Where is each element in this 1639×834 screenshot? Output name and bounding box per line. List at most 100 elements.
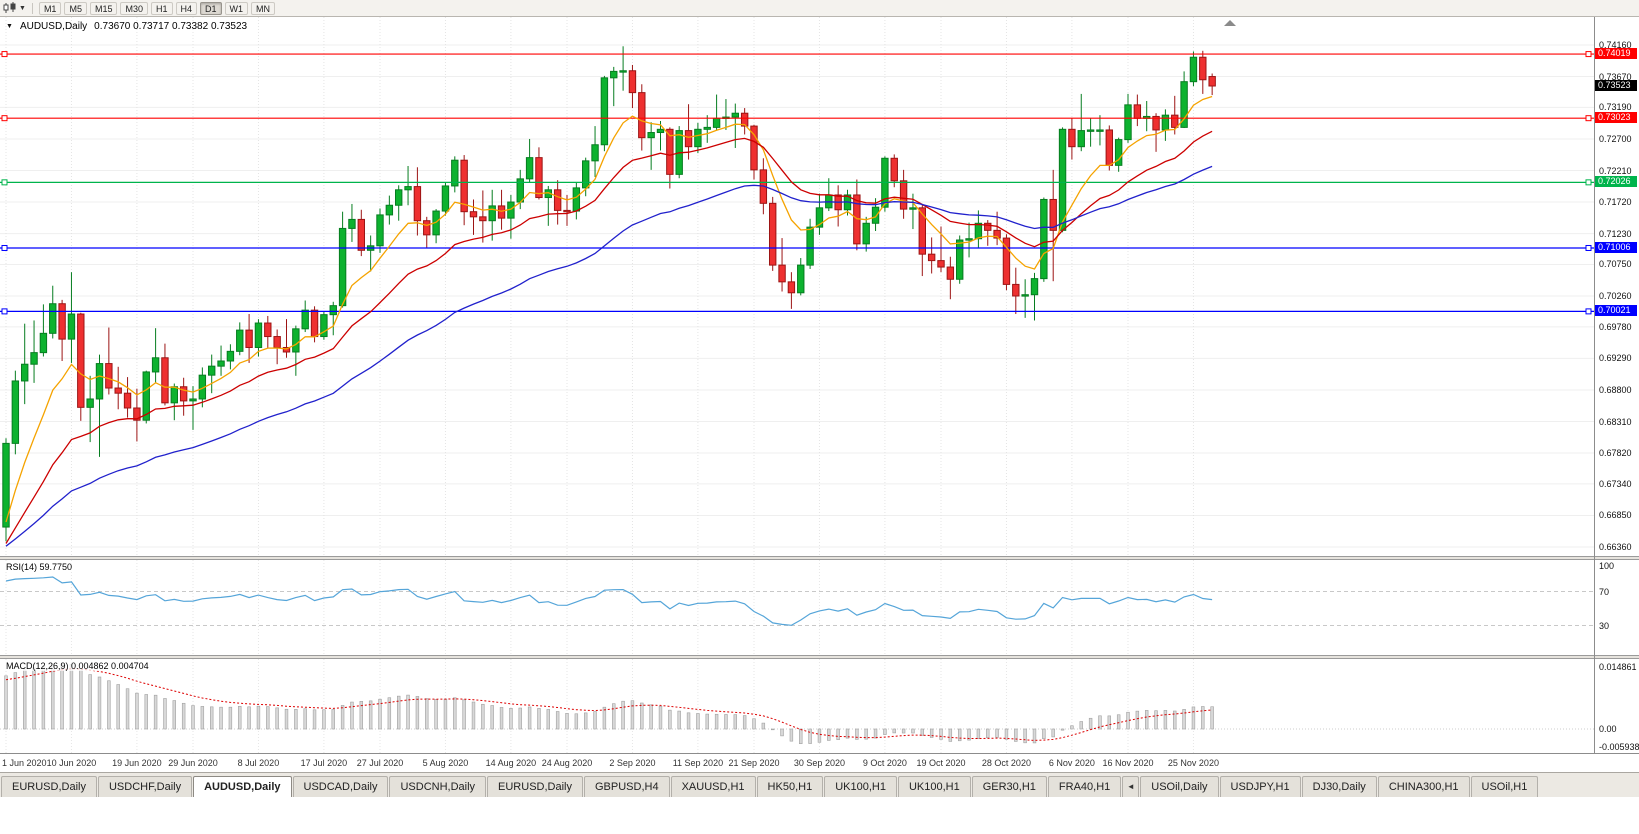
macd-panel[interactable]: MACD(12,26,9) 0.004862 0.004704 xyxy=(0,659,1594,753)
line-handle[interactable] xyxy=(1,308,8,315)
date-tick-label: 10 Jun 2020 xyxy=(46,758,97,768)
date-tick-label: 1 Jun 2020 xyxy=(2,758,47,768)
line-handle[interactable] xyxy=(1585,244,1592,251)
chart-tab-17-china300-h1[interactable]: CHINA300,H1 xyxy=(1377,776,1470,797)
price-tick-label: 0.71230 xyxy=(1599,228,1632,239)
macd-histogram xyxy=(4,663,1214,745)
timeframe-button-m5[interactable]: M5 xyxy=(64,1,87,15)
ma-fast-line xyxy=(5,95,1213,523)
line-handle[interactable] xyxy=(1,244,8,251)
chart-tab-10-uk100-h1[interactable]: UK100,H1 xyxy=(897,776,971,797)
timeframe-button-mn[interactable]: MN xyxy=(251,1,276,15)
chart-shift-marker-icon[interactable] xyxy=(1224,20,1236,26)
rsi-panel[interactable]: RSI(14) 59.7750 xyxy=(0,560,1594,655)
timeframe-button-m1[interactable]: M1 xyxy=(38,1,62,15)
rsi-label: RSI(14) 59.7750 xyxy=(4,562,75,572)
line-handle[interactable] xyxy=(1,51,8,58)
macd-tick-label: -0.005938 xyxy=(1599,742,1639,752)
chart-tab-4-usdcnh-daily[interactable]: USDCNH,Daily xyxy=(389,776,487,797)
panel-divider[interactable] xyxy=(0,655,1639,659)
chart-tab-0-eurusd-daily[interactable]: EURUSD,Daily xyxy=(1,776,97,797)
date-tick-label: 8 Jul 2020 xyxy=(237,758,280,768)
chart-ohlc-values: 0.73670 0.73717 0.73382 0.73523 xyxy=(94,21,248,32)
timeframe-group: M1 M5 M15 M30 H1 H4 D1 W1 MN xyxy=(38,1,278,15)
timeframe-button-w1[interactable]: W1 xyxy=(224,1,249,15)
price-axis[interactable]: 0.74160 0.73670 0.73190 0.72700 0.72210 0.717… xyxy=(1595,17,1639,556)
date-tick-label: 11 Sep 2020 xyxy=(672,758,724,768)
rsi-tick-label: 100 xyxy=(1599,561,1615,571)
status-area xyxy=(0,797,1639,834)
chart-tab-3-usdcad-daily[interactable]: USDCAD,Daily xyxy=(292,776,389,797)
panel-divider[interactable] xyxy=(0,556,1639,560)
line-handle[interactable] xyxy=(1585,115,1592,122)
chart-tab-6-gbpusd-h4[interactable]: GBPUSD,H4 xyxy=(584,776,670,797)
chart-title: ▼ AUDUSD,Daily 0.73670 0.73717 0.73382 0… xyxy=(6,21,247,32)
tab-scroll-left-button[interactable]: ◄ xyxy=(1122,776,1140,797)
date-tick-label: 16 Nov 2020 xyxy=(1102,758,1154,768)
date-tick-label: 14 Aug 2020 xyxy=(485,758,537,768)
candlestick-chart-icon[interactable] xyxy=(3,2,17,14)
line-handle[interactable] xyxy=(1585,308,1592,315)
timeframe-button-h4[interactable]: H4 xyxy=(175,1,198,15)
chart-tab-16-dj30-daily[interactable]: DJ30,Daily xyxy=(1301,776,1377,797)
price-tick-label: 0.68310 xyxy=(1599,416,1632,427)
chart-tab-11-ger30-h1[interactable]: GER30,H1 xyxy=(971,776,1047,797)
price-tick-label: 0.72700 xyxy=(1599,133,1632,144)
macd-tick-label: 0.014861 xyxy=(1599,661,1637,672)
price-chart[interactable] xyxy=(0,17,1594,556)
rsi-tick-label: 70 xyxy=(1599,586,1610,597)
line-handle[interactable] xyxy=(1585,179,1592,186)
timeframe-button-m15[interactable]: M15 xyxy=(89,1,118,15)
rsi-axis[interactable]: 100 70 30 xyxy=(1595,560,1639,655)
chart-tab-8-hk50-h1[interactable]: HK50,H1 xyxy=(756,776,824,797)
hline-price-tag: 0.73023 xyxy=(1595,112,1637,124)
line-handle[interactable] xyxy=(1,115,8,122)
macd-chart[interactable] xyxy=(0,659,1594,753)
collapse-marker-icon[interactable]: ▼ xyxy=(6,22,13,30)
date-tick-label: 24 Aug 2020 xyxy=(541,758,593,768)
chart-tab-5-eurusd-daily[interactable]: EURUSD,Daily xyxy=(487,776,583,797)
rsi-line xyxy=(5,576,1213,626)
timeframe-button-d1[interactable]: D1 xyxy=(200,1,222,15)
price-tick-label: 0.70750 xyxy=(1599,259,1632,270)
price-tick-label: 0.66850 xyxy=(1599,510,1632,521)
price-tick-label: 0.72210 xyxy=(1599,165,1632,176)
chart-tab-15-usdjpy-h1[interactable]: USDJPY,H1 xyxy=(1219,776,1301,797)
chart-tab-12-fra40-h1[interactable]: FRA40,H1 xyxy=(1047,776,1122,797)
date-tick-label: 17 Jul 2020 xyxy=(300,758,348,768)
date-tick-label: 29 Jun 2020 xyxy=(168,758,218,768)
chart-tab-bar: EURUSD,Daily USDCHF,Daily AUDUSD,Daily USDC… xyxy=(0,772,1639,797)
date-axis[interactable]: 1 Jun 2020 10 Jun 2020 19 Jun 2020 29 Jun 2… xyxy=(0,753,1639,772)
date-tick-label: 5 Aug 2020 xyxy=(422,758,469,768)
candlesticks xyxy=(2,46,1216,542)
rsi-chart[interactable] xyxy=(0,560,1594,655)
price-tick-label: 0.71720 xyxy=(1599,197,1632,208)
axis-separator xyxy=(1594,17,1595,753)
chart-tab-14-usoil-daily[interactable]: USOil,Daily xyxy=(1140,776,1219,797)
hline-price-tag: 0.70021 xyxy=(1595,305,1637,317)
price-tick-label: 0.69290 xyxy=(1599,353,1632,364)
timeframe-button-m30[interactable]: M30 xyxy=(120,1,148,15)
chart-tab-1-usdchf-daily[interactable]: USDCHF,Daily xyxy=(97,776,193,797)
price-tick-label: 0.67340 xyxy=(1599,478,1632,489)
date-tick-label: 2 Sep 2020 xyxy=(609,758,656,768)
ma-slow-line xyxy=(5,165,1213,547)
price-tick-label: 0.73670 xyxy=(1599,71,1632,82)
macd-signal-line xyxy=(5,668,1213,741)
main-chart-panel[interactable]: ▼ AUDUSD,Daily 0.73670 0.73717 0.73382 0… xyxy=(0,17,1594,556)
chart-symbol-label: AUDUSD,Daily xyxy=(19,21,88,32)
date-tick-label: 28 Oct 2020 xyxy=(981,758,1031,768)
chart-tab-7-xauusd-h1[interactable]: XAUUSD,H1 xyxy=(670,776,756,797)
line-handle[interactable] xyxy=(1,179,8,186)
chart-tab-18-usoil-h1[interactable]: USOil,H1 xyxy=(1470,776,1539,797)
macd-axis[interactable]: 0.014861 0.00 -0.005938 xyxy=(1595,659,1639,753)
hline-price-tag: 0.74019 xyxy=(1595,48,1637,60)
chart-tab-9-uk100-h1[interactable]: UK100,H1 xyxy=(824,776,897,797)
price-tick-label: 0.70260 xyxy=(1599,291,1632,301)
chart-tab-2-audusd-daily[interactable]: AUDUSD,Daily xyxy=(193,776,292,797)
line-handle[interactable] xyxy=(1585,51,1592,58)
date-tick-label: 19 Oct 2020 xyxy=(916,758,966,768)
timeframe-button-h1[interactable]: H1 xyxy=(151,1,173,15)
chart-type-dropdown-icon[interactable]: ▼ xyxy=(19,4,26,12)
